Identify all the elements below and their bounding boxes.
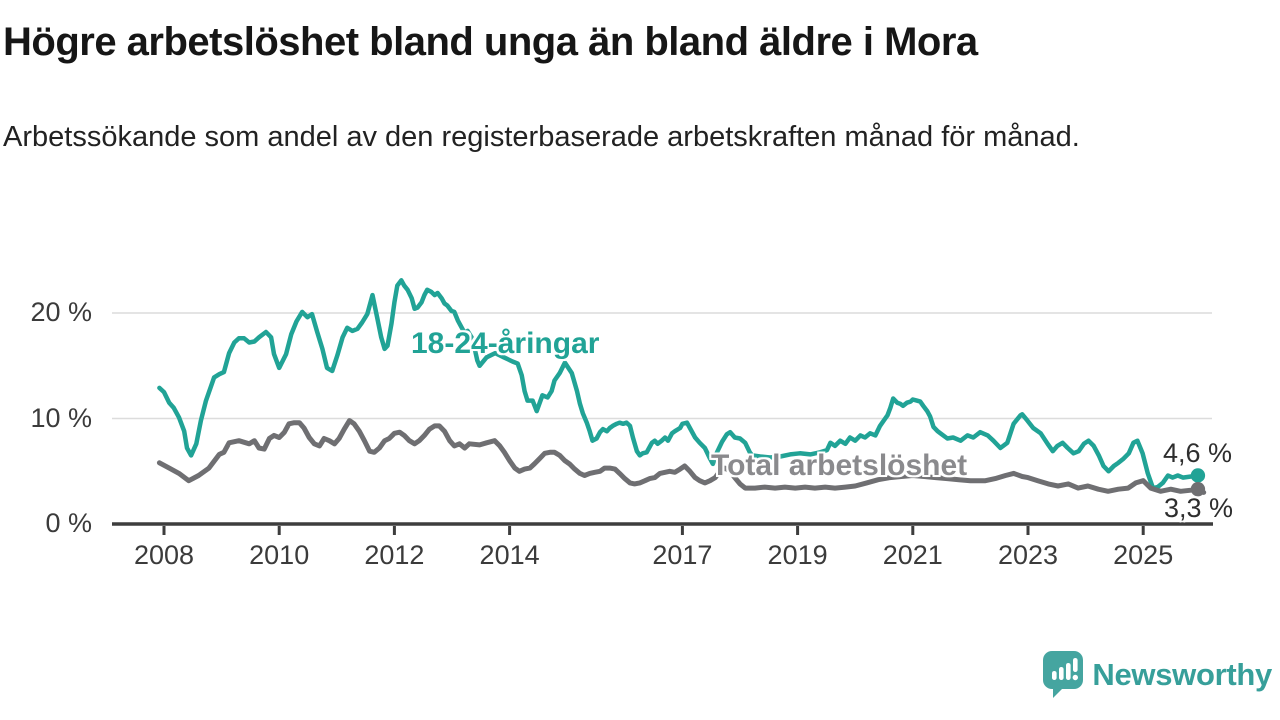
end-value-label-youth: 4,6 % [1163,438,1233,468]
x-axis-label: 2017 [652,540,713,570]
newsworthy-logo-icon [1043,651,1084,698]
series-label-youth: 18-24-åringar [411,327,600,360]
bar-chart-bar-small [1052,671,1057,680]
end-dot-total [1190,481,1206,497]
exclamation-bar [1073,658,1078,672]
x-axis-label: 2008 [133,540,195,570]
series-label-total: Total arbetslöshet [711,449,968,482]
y-axis-label: 20 % [30,297,92,327]
newsworthy-logo-text: Newsworthy [1092,656,1272,692]
newsworthy-logo[interactable]: Newsworthy [1043,651,1272,698]
x-axis-label: 2019 [767,540,828,570]
bar-chart-bar-large [1066,663,1071,680]
y-axis-label: 10 % [30,402,92,433]
page-title: Högre arbetslöshet bland unga än bland ä… [3,20,978,64]
x-axis-label: 2010 [249,540,310,570]
page-subtitle: Arbetssökande som andel av den registerb… [3,121,1080,153]
y-axis-label: 0 % [45,508,92,538]
x-axis-label: 2023 [997,540,1059,570]
end-value-label-total: 3,3 % [1164,493,1234,523]
x-axis-label: 2021 [882,540,943,570]
x-axis-label: 2025 [1113,540,1174,570]
x-axis-label: 2014 [479,540,540,570]
bar-chart-bar-medium [1059,667,1064,680]
series-line-total [156,418,1207,495]
series-line-youth [157,278,1201,491]
exclamation-dot [1072,674,1079,681]
x-axis-label: 2012 [364,540,425,570]
end-dot-youth [1190,468,1206,483]
